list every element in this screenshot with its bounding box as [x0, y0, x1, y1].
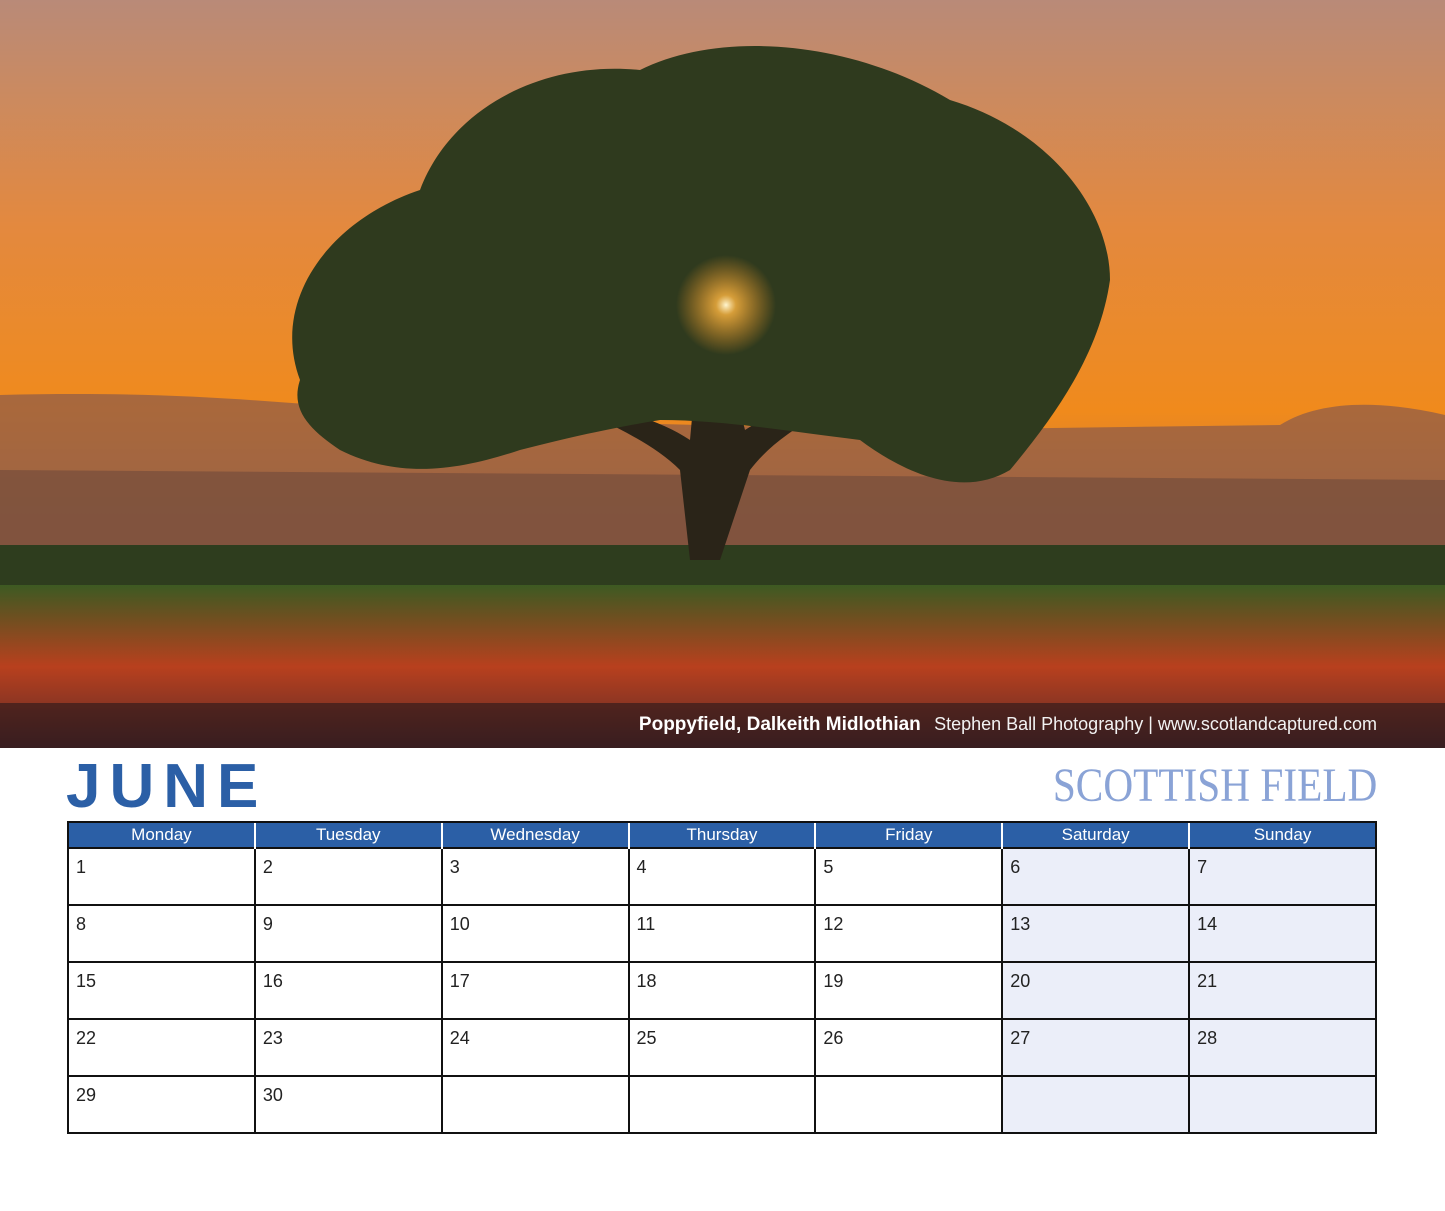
day-cell: 20: [1001, 961, 1191, 1020]
day-cell: 27: [1001, 1018, 1191, 1077]
day-cell: 24: [440, 1018, 630, 1077]
day-cell: 13: [1001, 904, 1191, 963]
week-row: 8 9 10 11 12 13 14: [67, 904, 1377, 963]
weekday-wednesday: Wednesday: [440, 821, 629, 848]
day-cell: 19: [814, 961, 1004, 1020]
day-cell: 28: [1188, 1018, 1377, 1077]
day-cell: 2: [253, 847, 443, 906]
day-cell: 12: [814, 904, 1004, 963]
week-row: 22 23 24 25 26 27 28: [67, 1018, 1377, 1077]
day-cell: 4: [627, 847, 817, 906]
day-cell: 5: [814, 847, 1004, 906]
day-cell: 9: [253, 904, 443, 963]
caption-bar: [0, 703, 1445, 748]
day-cell: 30: [253, 1075, 443, 1134]
week-row: 15 16 17 18 19 20 21: [67, 961, 1377, 1020]
day-cell: 14: [1188, 904, 1377, 963]
caption-place: Poppyfield, Dalkeith Midlothian: [638, 714, 921, 735]
day-cell: 18: [627, 961, 817, 1020]
day-cell: 26: [814, 1018, 1004, 1077]
day-cell: 17: [440, 961, 630, 1020]
calendar-photo: [0, 0, 1445, 748]
day-cell: 16: [253, 961, 443, 1020]
weekday-sunday: Sunday: [1188, 821, 1377, 848]
brand-logo: SCOTTISH FIELD: [1052, 759, 1377, 812]
calendar-grid: Monday Tuesday Wednesday Thursday Friday Satu…: [67, 821, 1377, 1134]
day-cell: 15: [67, 961, 256, 1020]
day-cell: 3: [440, 847, 630, 906]
day-cell: 7: [1188, 847, 1377, 906]
day-cell: [1188, 1075, 1377, 1134]
month-title: JUNE: [66, 752, 268, 821]
day-cell: 10: [440, 904, 630, 963]
day-cell: 6: [1001, 847, 1191, 906]
day-cell: 29: [67, 1075, 256, 1134]
day-cell: [814, 1075, 1004, 1134]
weekday-saturday: Saturday: [1001, 821, 1190, 848]
weekday-friday: Friday: [814, 821, 1003, 848]
day-cell: 11: [627, 904, 817, 963]
day-cell: 25: [627, 1018, 817, 1077]
caption-credit: Stephen Ball Photography | www.scotlandc…: [934, 714, 1377, 734]
day-cell: 1: [67, 847, 256, 906]
day-cell: [440, 1075, 630, 1134]
weekday-header-row: Monday Tuesday Wednesday Thursday Friday Satu…: [67, 821, 1377, 848]
weekday-monday: Monday: [67, 821, 255, 848]
day-cell: 21: [1188, 961, 1377, 1020]
day-cell: 8: [67, 904, 256, 963]
day-cell: 22: [67, 1018, 256, 1077]
weekday-thursday: Thursday: [627, 821, 816, 848]
day-cell: [1001, 1075, 1191, 1134]
week-row: 29 30: [67, 1075, 1377, 1134]
day-cell: [627, 1075, 817, 1134]
weekday-tuesday: Tuesday: [253, 821, 442, 848]
day-cell: 23: [253, 1018, 443, 1077]
photo-caption: Poppyfield, Dalkeith Midlothian Stephen …: [639, 714, 1377, 736]
